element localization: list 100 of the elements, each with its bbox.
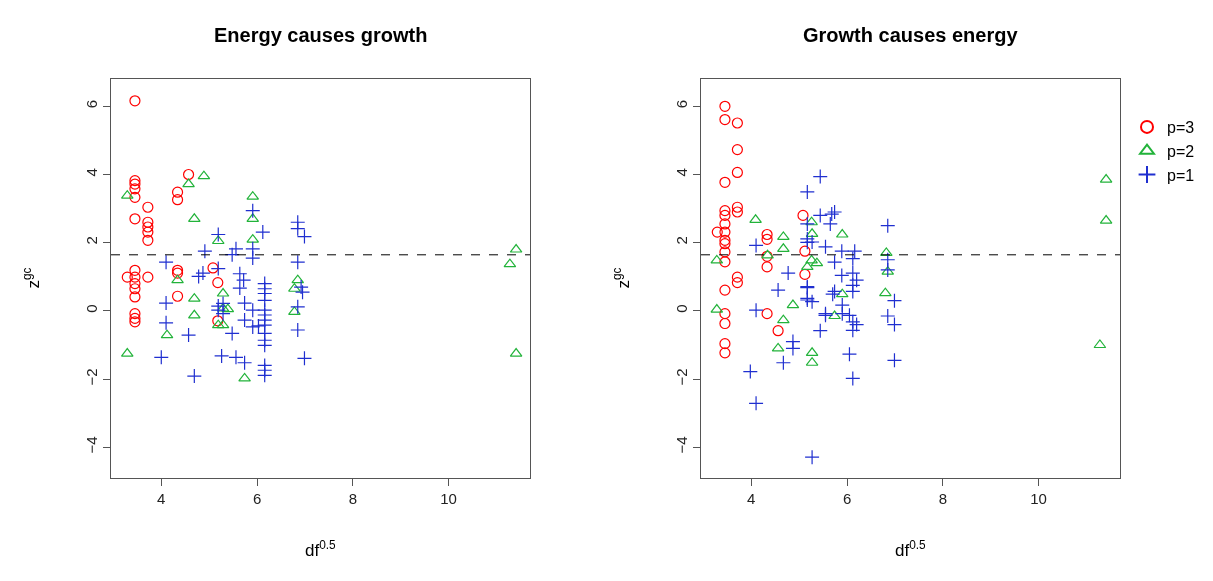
point [834,243,850,259]
point [776,314,790,324]
point [797,209,809,222]
point [142,216,154,228]
point [293,279,309,295]
point [210,226,226,243]
point [804,294,820,310]
point [120,347,134,357]
point [129,183,141,195]
point [785,340,801,357]
point [748,395,764,411]
y-tick-label: 0 [673,304,690,313]
point [290,322,306,338]
point [129,312,141,324]
point [731,143,743,156]
point [804,234,820,250]
y-tick-label: −2 [673,368,690,386]
point [731,117,743,129]
chart-title: Energy causes growth [214,24,428,46]
point [786,299,800,309]
legend-label: p=2 [1167,142,1195,160]
x-tick-label: 6 [842,490,852,507]
point [719,226,731,238]
point [835,228,849,238]
point [291,274,305,284]
point [257,367,273,383]
point [719,317,731,330]
point [142,201,154,213]
point [142,234,154,246]
point [719,113,731,126]
point [509,347,523,357]
point [171,274,184,284]
point [731,201,743,213]
point [742,364,758,380]
point [214,348,230,364]
point [187,309,201,319]
point [841,346,858,362]
point [731,166,743,179]
point [828,310,841,320]
point [800,261,814,271]
point [129,213,141,225]
point [780,265,796,281]
point [719,234,731,246]
point [731,206,743,218]
point [221,303,235,313]
point [129,191,141,203]
point [748,302,764,318]
x-tick-label: 10 [440,490,457,507]
point [810,257,824,267]
point [216,287,230,297]
point [761,228,773,241]
point [153,349,169,365]
point [294,284,311,300]
point [719,347,731,359]
point [799,268,811,281]
point [822,216,838,232]
point [719,338,731,350]
point [719,100,731,112]
point [232,266,248,282]
y-tick-label: −2 [83,368,100,386]
point [834,306,850,322]
point [121,271,133,283]
point [158,315,174,331]
y-tick-label: 4 [83,168,100,177]
y-tick-label: 6 [673,99,690,109]
point [845,370,861,387]
point [129,278,141,290]
point [812,323,828,339]
y-tick-label: 0 [83,304,100,313]
point [880,218,896,234]
point [771,342,785,352]
point [719,238,731,250]
point [886,352,903,368]
point [238,372,251,382]
point [812,168,828,185]
point [212,276,224,289]
point [129,264,141,276]
point [799,245,811,257]
point [142,271,154,283]
point [711,226,723,238]
point [748,237,764,254]
point [232,280,248,296]
point [228,241,244,257]
x-tick-label: 10 [1030,490,1047,507]
point [142,221,154,233]
y-tick-label: 2 [673,236,690,245]
point [182,168,195,181]
point [211,319,225,329]
point [129,271,141,283]
legend-label: p=1 [1167,166,1195,184]
point [1099,214,1113,224]
point [761,233,773,245]
point [770,282,786,298]
point [847,243,863,259]
point [719,308,731,320]
point [772,325,784,337]
point [129,283,141,295]
point [182,178,195,188]
point [761,308,773,320]
point [129,308,141,320]
